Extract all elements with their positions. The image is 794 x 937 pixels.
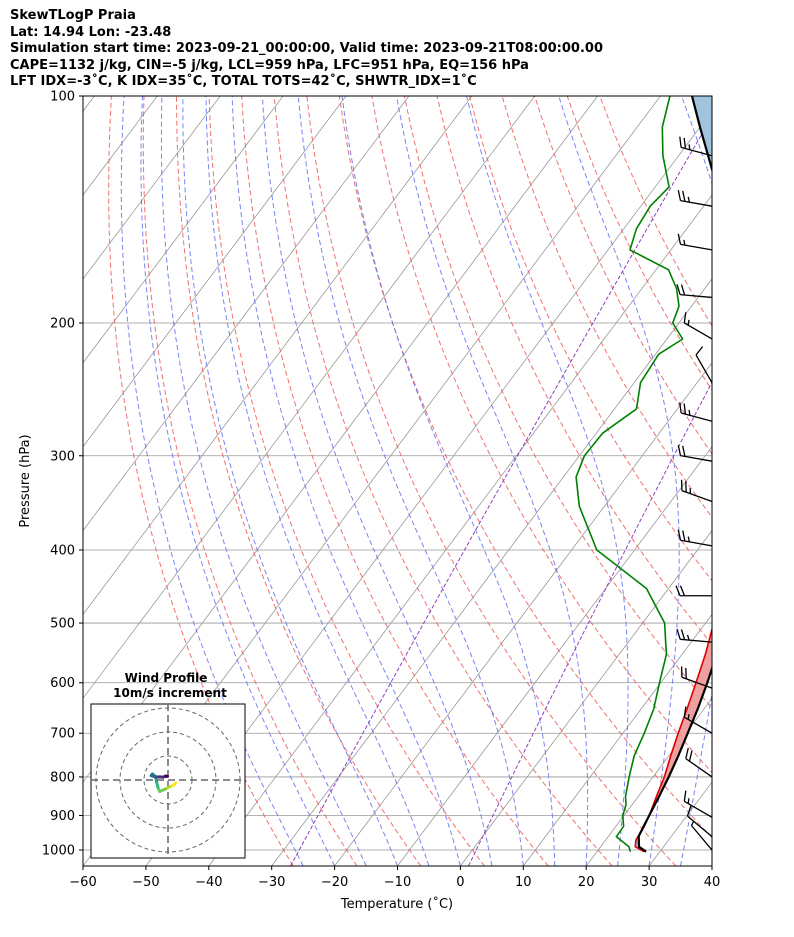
temperature-line: [634, 626, 712, 853]
dry-adiabat: [469, 96, 712, 582]
y-tick-label: 400: [50, 543, 75, 558]
isotherm: [271, 278, 712, 866]
isotherm: [460, 529, 712, 866]
dry-adiabat: [142, 96, 358, 866]
wind-barbs: [675, 136, 713, 851]
parcel-line: [637, 96, 712, 853]
y-tick-label: 100: [50, 90, 75, 105]
isotherm: [334, 362, 712, 866]
chart-title: SkewTLogP Praia: [10, 8, 136, 23]
x-tick-label: −60: [69, 875, 96, 890]
wind-barb: [683, 790, 713, 818]
moist-adiabat: [341, 96, 556, 866]
hodograph-inset: Wind Profile 10m/s increment: [90, 671, 246, 859]
profile-lines: [575, 96, 712, 853]
y-tick-label: 1000: [42, 844, 75, 859]
wind-barb: [677, 529, 713, 547]
isotherm: [83, 96, 284, 364]
dry-adiabat: [176, 96, 422, 866]
dry-adiabat: [501, 96, 712, 519]
isotherm: [83, 96, 536, 699]
wind-barb: [680, 479, 713, 503]
hodograph-subtitle: 10m/s increment: [113, 686, 227, 700]
x-tick-label: 0: [456, 875, 464, 890]
wind-barb: [675, 585, 712, 597]
wind-barb: [683, 706, 713, 734]
dry-adiabat: [208, 96, 485, 866]
wind-barb: [690, 820, 713, 851]
y-tick-label: 300: [50, 449, 75, 464]
x-tick-label: 20: [578, 875, 595, 890]
y-tick-label: 700: [50, 727, 75, 742]
dry-adiabat: [108, 96, 294, 866]
wind-barb: [695, 346, 713, 384]
isotherm: [83, 96, 410, 532]
axes: −60 −50 −40 −30 −20 −10 0 10 20 30 40 100 200 300 400 5…: [42, 90, 720, 891]
wind-barb: [676, 284, 713, 299]
stability-indices-line-2: LFT IDX=-3˚C, K IDX=35˚C, TOTAL TOTS=42˚…: [10, 74, 477, 89]
mixing-ratio-line: [290, 115, 712, 866]
moist-adiabat: [182, 96, 398, 866]
x-tick-label: 30: [641, 875, 658, 890]
dry-adiabat: [241, 96, 549, 866]
moist-adiabat: [231, 96, 461, 866]
isotherm: [711, 865, 712, 866]
moist-adiabat: [711, 863, 712, 866]
isotherm: [775, 96, 794, 866]
wind-barb: [683, 312, 713, 340]
stability-indices-line-1: CAPE=1132 j/kg, CIN=-5 j/kg, LCL=959 hPa…: [10, 57, 529, 73]
simulation-times: Simulation start time: 2023-09-21_00:00:…: [10, 41, 603, 56]
y-axis-label: Pressure (hPa): [18, 434, 33, 527]
x-tick-label: −30: [258, 875, 285, 890]
moist-adiabat: [261, 96, 493, 866]
wind-barb: [679, 136, 713, 157]
dry-adiabat: [273, 96, 613, 866]
isotherm: [83, 96, 95, 112]
dry-adiabat: [371, 96, 712, 774]
x-tick-label: 10: [515, 875, 532, 890]
moist-adiabat: [466, 96, 629, 866]
dry-adiabat: [403, 96, 712, 709]
hodograph-title: Wind Profile: [125, 671, 208, 685]
station-coordinates: Lat: 14.94 Lon: -23.48: [10, 24, 172, 40]
isotherm: [83, 96, 347, 448]
moist-adiabat: [160, 96, 367, 866]
wind-barb: [677, 189, 713, 207]
wind-barb: [676, 628, 713, 643]
mixing-ratio-line: [468, 381, 712, 866]
isotherm: [522, 613, 712, 866]
wind-barb: [686, 805, 713, 838]
chart-header: SkewTLogP Praia Lat: 14.94 Lon: -23.48 S…: [10, 8, 603, 91]
isotherm: [208, 194, 712, 866]
moist-adiabat: [205, 96, 430, 866]
y-tick-label: 800: [50, 770, 75, 785]
moist-adiabat: [396, 96, 589, 866]
wind-barb: [677, 444, 713, 462]
x-tick-label: 40: [704, 875, 721, 890]
x-tick-label: −20: [321, 875, 348, 890]
wind-barb: [685, 747, 713, 778]
y-tick-label: 900: [50, 809, 75, 824]
isotherm: [83, 96, 473, 616]
x-tick-label: −40: [195, 875, 222, 890]
x-axis-label: Temperature (˚C): [340, 896, 453, 912]
y-tick-label: 200: [50, 316, 75, 331]
x-tick-label: −10: [384, 875, 411, 890]
moist-adiabat: [120, 96, 304, 866]
x-tick-label: −50: [132, 875, 159, 890]
moist-adiabat: [140, 96, 336, 866]
moist-adiabat: [297, 96, 524, 866]
hodograph-plot: [91, 704, 245, 858]
isotherm: [83, 96, 221, 280]
dewpoint-line: [575, 96, 684, 852]
y-tick-label: 600: [50, 676, 75, 691]
y-tick-label: 500: [50, 617, 75, 632]
wind-barb: [679, 402, 713, 422]
wind-barb: [677, 233, 713, 251]
wind-barb: [680, 666, 713, 689]
